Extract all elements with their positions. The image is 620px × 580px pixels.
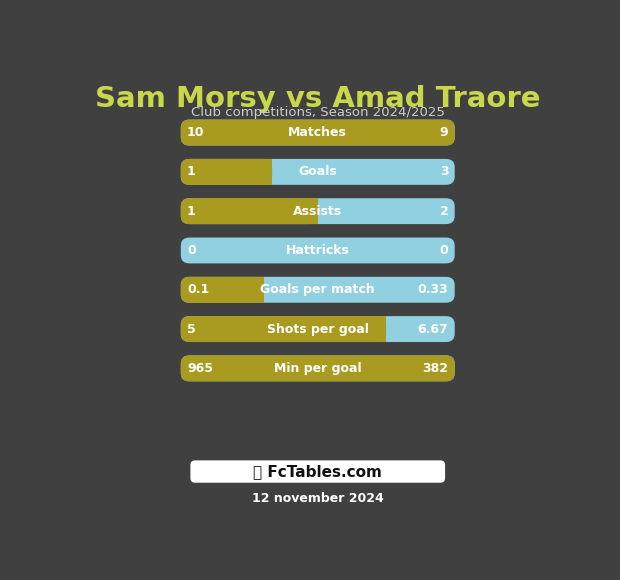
Text: Hattricks: Hattricks: [286, 244, 350, 257]
Text: 0: 0: [440, 244, 448, 257]
FancyBboxPatch shape: [181, 159, 272, 185]
FancyBboxPatch shape: [181, 198, 454, 224]
Text: 6.67: 6.67: [418, 322, 448, 336]
FancyBboxPatch shape: [190, 277, 264, 303]
Text: 10: 10: [187, 126, 205, 139]
Text: Sam Morsy vs Amad Traore: Sam Morsy vs Amad Traore: [95, 85, 541, 113]
FancyBboxPatch shape: [181, 277, 454, 303]
Text: Goals per match: Goals per match: [260, 283, 375, 296]
FancyBboxPatch shape: [181, 316, 454, 342]
FancyBboxPatch shape: [190, 461, 445, 483]
FancyBboxPatch shape: [190, 159, 272, 185]
FancyBboxPatch shape: [181, 238, 454, 263]
Text: Club competitions, Season 2024/2025: Club competitions, Season 2024/2025: [191, 106, 445, 119]
Text: 0: 0: [187, 244, 196, 257]
Text: Goals: Goals: [298, 165, 337, 179]
Text: 5: 5: [187, 322, 196, 336]
Text: Shots per goal: Shots per goal: [267, 322, 369, 336]
Text: 1: 1: [187, 165, 196, 179]
FancyBboxPatch shape: [181, 316, 386, 342]
Text: Matches: Matches: [288, 126, 347, 139]
Text: 📊 FcTables.com: 📊 FcTables.com: [254, 464, 382, 479]
Text: 12 november 2024: 12 november 2024: [252, 492, 384, 505]
FancyBboxPatch shape: [181, 198, 317, 224]
Text: 965: 965: [187, 362, 213, 375]
Text: 0.1: 0.1: [187, 283, 210, 296]
Text: 2: 2: [440, 205, 448, 218]
FancyBboxPatch shape: [181, 277, 264, 303]
FancyBboxPatch shape: [181, 119, 454, 146]
FancyBboxPatch shape: [181, 119, 454, 146]
FancyBboxPatch shape: [181, 356, 454, 381]
Text: 3: 3: [440, 165, 448, 179]
Text: 1: 1: [187, 205, 196, 218]
FancyBboxPatch shape: [181, 159, 454, 185]
FancyBboxPatch shape: [181, 356, 454, 381]
FancyBboxPatch shape: [190, 198, 317, 224]
Text: Assists: Assists: [293, 205, 342, 218]
Text: 382: 382: [422, 362, 448, 375]
Text: 9: 9: [440, 126, 448, 139]
FancyBboxPatch shape: [190, 316, 386, 342]
Text: 0.33: 0.33: [418, 283, 448, 296]
Text: Min per goal: Min per goal: [274, 362, 361, 375]
